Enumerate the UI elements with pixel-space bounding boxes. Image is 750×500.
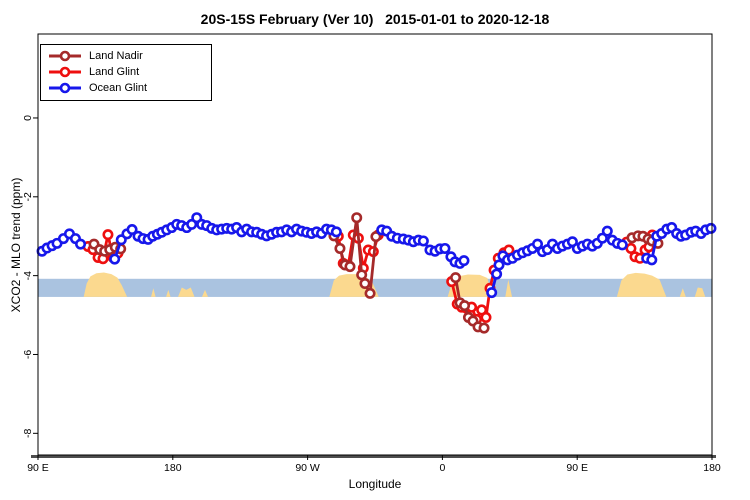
legend-label: Ocean Glint: [89, 82, 148, 94]
data-point: [601, 225, 613, 237]
legend-label: Land Nadir: [89, 50, 143, 62]
x-axis-label: Longitude: [348, 477, 402, 491]
data-point: [491, 268, 503, 280]
data-point: [330, 226, 342, 238]
y-axis-label: XCO2 - MLO trend (ppm): [9, 177, 23, 313]
data-point: [616, 239, 628, 251]
y-tick-label: -6: [22, 350, 34, 359]
legend-item-land-glint: Land Glint: [48, 64, 211, 80]
land-mound: [679, 288, 686, 297]
data-point: [75, 238, 87, 250]
data-point: [439, 242, 451, 254]
data-point: [625, 242, 637, 254]
land-glint-line-marker-icon: [49, 66, 81, 78]
chart-title: 20S-15S February (Ver 10) 2015-01-01 to …: [200, 11, 550, 27]
data-point: [102, 229, 114, 241]
land-mound: [166, 289, 171, 297]
y-tick-label: -2: [22, 192, 34, 201]
y-tick-label: -8: [22, 428, 34, 437]
data-point: [126, 224, 138, 236]
data-point: [493, 259, 505, 271]
legend-item-ocean-glint: Ocean Glint: [48, 80, 211, 96]
land-mound: [505, 279, 513, 297]
land-mound: [83, 272, 128, 297]
data-point: [364, 287, 376, 299]
x-tick-label: 90 E: [566, 462, 588, 474]
land-nadir-line-marker-icon: [49, 50, 81, 62]
x-tick-label: 180: [164, 462, 182, 474]
data-point: [646, 254, 658, 266]
land-mound: [616, 272, 667, 297]
legend: Land Nadir Land Glint Ocean Glint: [40, 44, 212, 101]
series-ocean-glint: [36, 212, 717, 299]
data-point: [478, 322, 490, 334]
data-point: [417, 235, 429, 247]
legend-label: Land Glint: [89, 66, 140, 78]
plot-frame: [37, 33, 713, 456]
series-land-nadir: [88, 212, 664, 334]
x-tick-label: 90 E: [27, 462, 49, 474]
data-point: [705, 222, 717, 234]
data-point: [344, 261, 356, 273]
data-point: [459, 300, 471, 312]
data-point: [356, 269, 368, 281]
y-tick-label: 0: [22, 115, 34, 121]
data-point: [532, 238, 544, 250]
x-tick-label: 90 W: [295, 462, 320, 474]
legend-item-land-nadir: Land Nadir: [48, 48, 211, 64]
ocean-band: [38, 278, 712, 297]
data-point: [370, 231, 382, 243]
land-mound: [151, 288, 156, 297]
data-point: [351, 212, 363, 224]
data-point: [334, 242, 346, 254]
data-point: [450, 272, 462, 284]
data-point: [596, 232, 608, 244]
data-point: [458, 255, 470, 267]
data-point: [359, 278, 371, 290]
x-tick-label: 0: [439, 462, 445, 474]
x-tick-label: 180: [703, 462, 721, 474]
land-mound: [178, 287, 195, 297]
data-point: [486, 287, 498, 299]
data-point: [109, 253, 121, 265]
land-mound: [202, 289, 208, 297]
data-point: [480, 311, 492, 323]
land-mound: [694, 287, 706, 297]
ocean-glint-line-marker-icon: [49, 82, 81, 94]
y-tick-label: -4: [22, 271, 34, 280]
